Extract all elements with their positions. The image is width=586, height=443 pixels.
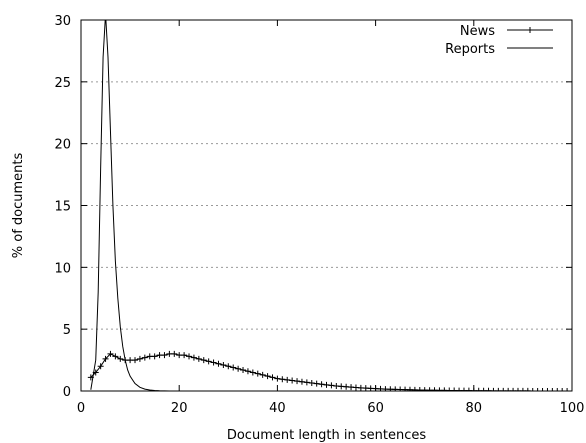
- x-tick-label: 0: [77, 401, 85, 416]
- data-point-news: [200, 357, 207, 364]
- data-point-news: [318, 381, 325, 388]
- series-line-reports: [90, 20, 229, 391]
- data-point-news: [298, 378, 305, 385]
- data-point-news: [544, 388, 551, 391]
- data-point-news: [225, 363, 232, 370]
- data-point-news: [235, 365, 242, 372]
- data-point-news: [205, 358, 212, 365]
- data-point-news: [264, 373, 271, 380]
- data-point-news: [294, 378, 301, 385]
- y-tick-label: 20: [54, 138, 71, 153]
- data-point-news: [284, 376, 291, 383]
- y-tick-label: 15: [54, 200, 71, 215]
- data-point-news: [274, 375, 281, 382]
- series-group: [87, 20, 572, 391]
- x-tick-label: 40: [269, 401, 286, 416]
- data-point-news: [132, 357, 139, 364]
- data-point-news: [181, 352, 188, 359]
- data-point-news: [161, 352, 168, 359]
- data-point-news: [117, 355, 124, 362]
- data-point-news: [303, 379, 310, 386]
- data-point-news: [269, 374, 276, 381]
- data-point-news: [107, 350, 114, 357]
- data-point-news: [569, 388, 572, 391]
- data-point-news: [549, 388, 556, 391]
- data-point-news: [240, 366, 247, 373]
- data-point-news: [171, 350, 178, 357]
- data-point-news: [244, 368, 251, 375]
- data-point-news: [539, 388, 546, 391]
- legend: News Reports: [445, 24, 553, 57]
- legend-marker-news: [527, 27, 533, 33]
- data-point-news: [279, 376, 286, 383]
- x-tick-label: 100: [560, 401, 585, 416]
- data-point-news: [151, 353, 158, 360]
- x-tick-label: 20: [171, 401, 188, 416]
- legend-label-reports: Reports: [445, 42, 495, 57]
- y-tick-label: 0: [63, 385, 71, 400]
- data-point-news: [210, 359, 217, 366]
- data-point-news: [195, 355, 202, 362]
- legend-label-news: News: [460, 24, 495, 39]
- data-point-news: [141, 354, 148, 361]
- y-tick-label: 30: [54, 14, 71, 29]
- data-point-news: [254, 370, 261, 377]
- data-point-news: [328, 382, 335, 389]
- data-point-news: [534, 388, 541, 391]
- gridlines: [81, 81, 572, 330]
- x-axis-title: Document length in sentences: [227, 428, 427, 443]
- y-axis-title: % of documents: [11, 153, 26, 259]
- data-point-news: [323, 381, 330, 388]
- data-point-news: [289, 377, 296, 384]
- data-point-news: [186, 353, 193, 360]
- data-point-news: [529, 388, 536, 391]
- data-point-news: [259, 371, 266, 378]
- data-point-news: [249, 369, 256, 376]
- data-point-news: [112, 353, 119, 360]
- data-point-news: [554, 388, 561, 391]
- data-point-news: [97, 363, 104, 370]
- x-tick-label: 80: [466, 401, 483, 416]
- data-point-news: [102, 355, 109, 362]
- x-tick-label: 60: [367, 401, 384, 416]
- data-point-news: [230, 364, 237, 371]
- legend-sample-news: [507, 27, 553, 33]
- data-point-news: [308, 379, 315, 386]
- data-point-news: [313, 380, 320, 387]
- data-point-news: [136, 355, 143, 362]
- y-tick-label: 25: [54, 76, 71, 91]
- data-point-news: [220, 362, 227, 369]
- data-point-news: [190, 354, 197, 361]
- data-point-news: [564, 388, 571, 391]
- data-point-news: [559, 388, 566, 391]
- y-tick-label: 10: [54, 261, 71, 276]
- data-point-news: [215, 360, 222, 367]
- y-tick-label: 5: [63, 323, 71, 338]
- axis-ticks: 0 5 10 15 20 25 30 0 20 40 60 80 100: [54, 14, 584, 416]
